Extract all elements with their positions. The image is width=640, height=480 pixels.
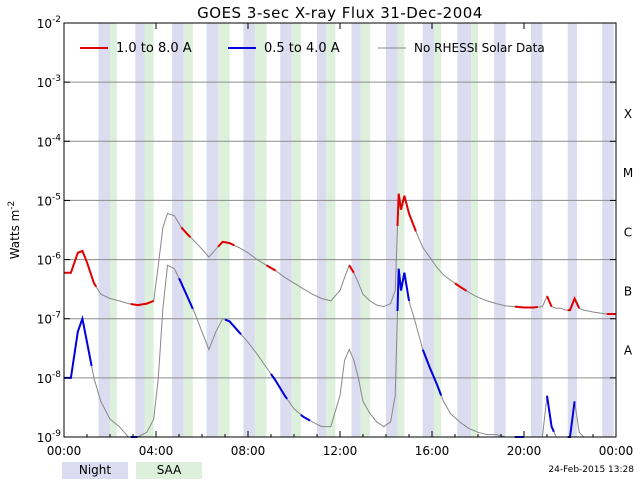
generated-timestamp: 24-Feb-2015 13:28 [548,465,634,475]
y-tick-label: 10-8 [37,370,62,386]
series-line-long-channel [265,264,277,272]
y-tick-label: 10-7 [37,311,61,327]
x-tick-label: 20:00 [507,444,542,458]
y-tick-label: 10-4 [37,133,62,149]
series-line-long-channel [546,295,553,308]
chart-title: GOES 3-sec X-ray Flux 31-Dec-2004 [197,4,483,22]
saa-band [110,23,117,437]
saa-band [218,23,230,437]
legend-label: 1.0 to 8.0 A [116,41,192,56]
saa-band [291,23,301,437]
saa-band [397,23,405,437]
series-line-short-channel [546,395,555,433]
saa-band [360,23,370,437]
series-line-long-channel [396,193,417,232]
axis-ticks: 00:00 04:00 08:00 12:00 16:00 20:00 00:0010-91… [37,15,634,458]
night-band [172,23,184,437]
y-tick-label: 10-2 [37,15,61,31]
night-band [567,23,577,437]
saa-band [326,23,336,437]
y-tick-label: 10-9 [37,429,62,445]
y-tick-label: 10-5 [37,192,61,208]
saa-band [254,23,267,437]
night-band [243,23,255,437]
night-band [602,23,614,437]
x-tick-label: 04:00 [139,444,174,458]
night-band [206,23,219,437]
series-line-long-channel [130,299,155,307]
saa-legend-key: SAA [136,462,202,479]
flare-class-label: M [623,166,633,180]
flare-class-label: B [624,284,632,298]
series-line-short-channel [270,373,288,400]
night-legend-key: Night [62,462,128,479]
night-band [98,23,110,437]
legend-label: No RHESSI Solar Data [414,41,545,55]
y-tick-label: 10-6 [37,252,62,268]
night-band [351,23,361,437]
night-band [135,23,145,437]
series-line-gray-1 [64,264,616,438]
series-line-short-channel [64,314,93,379]
series-line-gray-0 [64,193,616,315]
flare-class-label: C [624,225,632,239]
x-tick-label: 00:00 [47,444,82,458]
series-line-short-channel [300,414,311,422]
series-line-long-channel [454,282,468,292]
night-band [280,23,292,437]
series-line-long-channel [64,249,98,288]
x-tick-label: 16:00 [415,444,450,458]
x-tick-label: 12:00 [323,444,358,458]
series-line-long-channel [180,226,192,239]
saa-band [471,23,478,437]
y-tick-label: 10-3 [37,74,61,90]
x-tick-label: 00:00 [599,444,634,458]
saa-band [434,23,442,437]
saa-band [144,23,154,437]
night-band [530,23,543,437]
series-line-short-channel [396,268,410,312]
x-tick-label: 08:00 [231,444,266,458]
flare-class-label: A [624,344,633,358]
series-line-long-channel [567,295,581,312]
series-line-short-channel [224,318,242,336]
series-line-short-channel [178,277,194,310]
series-line-long-channel [514,305,538,309]
saa-band [183,23,193,437]
y-axis-title: Watts m-2 [7,201,22,260]
legend-label: 0.5 to 4.0 A [264,41,340,56]
night-band [457,23,472,437]
night-band [386,23,398,437]
night-band [317,23,327,437]
grid-lines [64,81,616,379]
series-line-long-channel [348,264,355,274]
flare-class-label: X [624,107,632,121]
night-band [494,23,506,437]
series-line-long-channel [217,240,235,248]
y-axis-label: Watts m-2 [7,201,22,260]
night-saa-bands [98,23,614,437]
night-band [422,23,435,437]
series-line-short-channel [421,349,443,396]
legend: 1.0 to 8.0 A 0.5 to 4.0 A No RHESSI Solar … [80,41,545,56]
